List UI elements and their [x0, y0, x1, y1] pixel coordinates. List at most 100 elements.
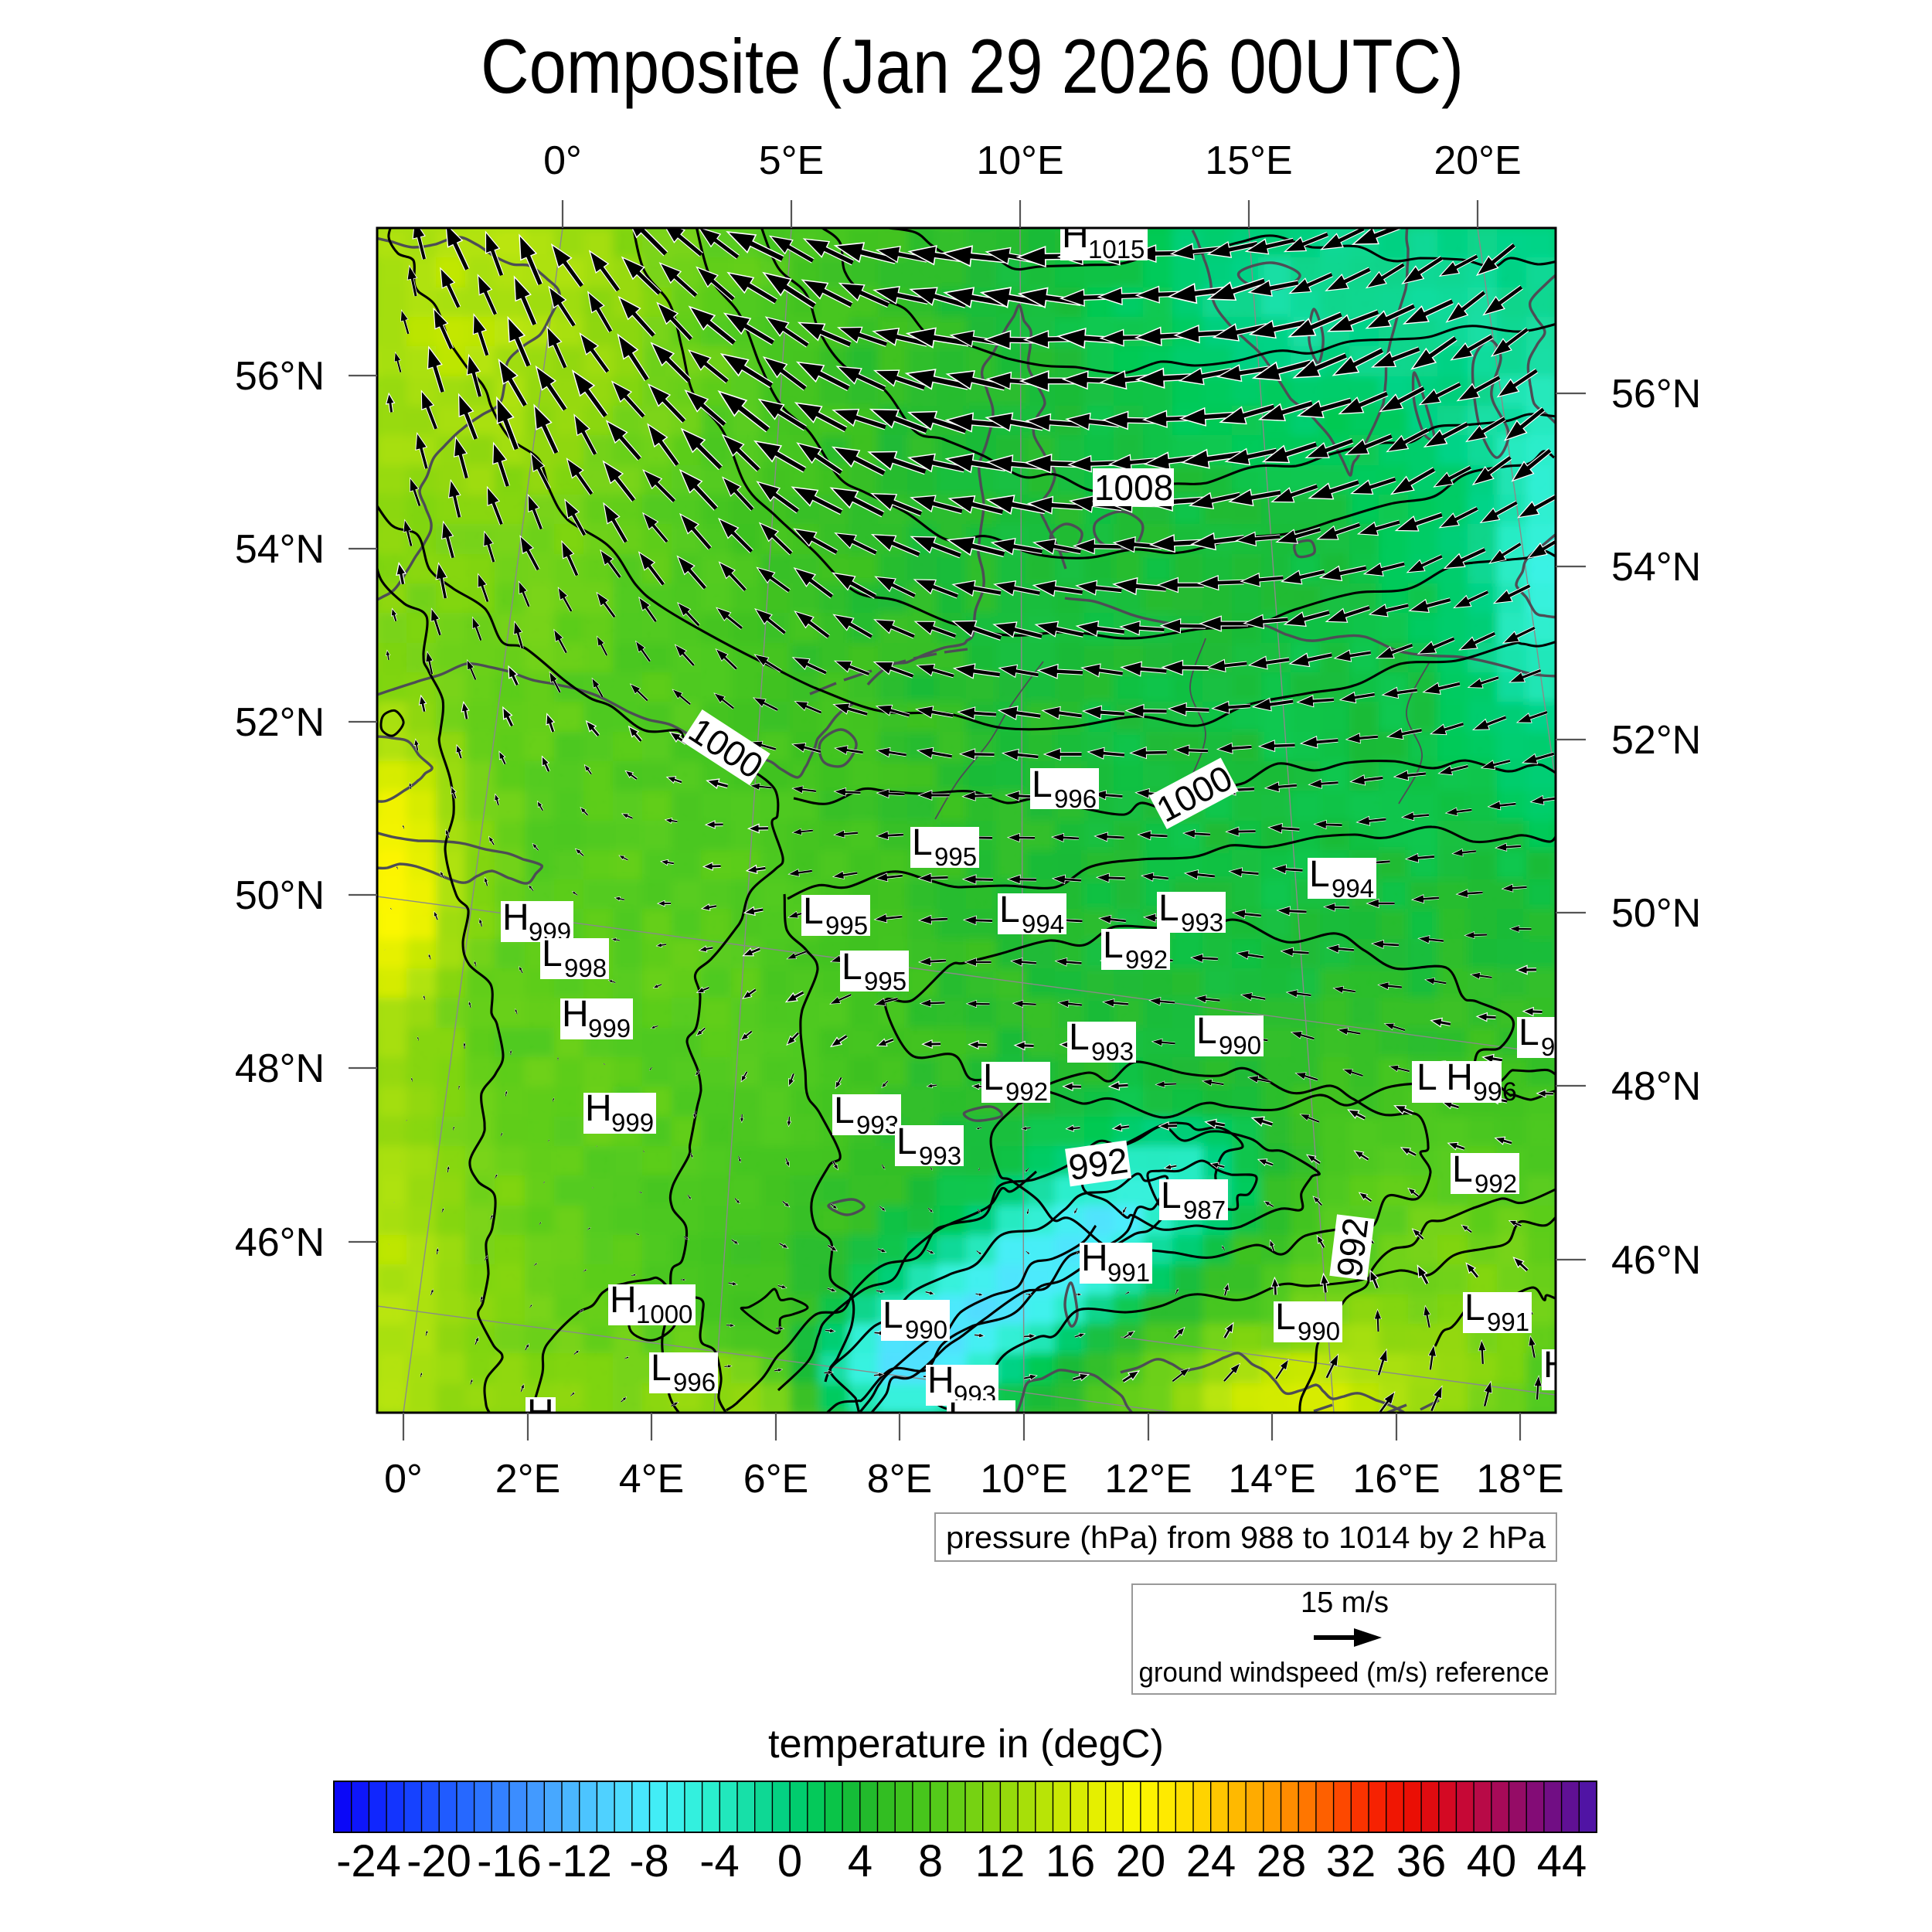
svg-text:H: H [610, 1280, 637, 1321]
svg-text:48°N: 48°N [1611, 1064, 1701, 1109]
svg-text:L H: L H [1417, 1057, 1473, 1098]
svg-text:993: 993 [1091, 1037, 1134, 1066]
svg-text:L: L [1161, 1175, 1182, 1216]
svg-text:H: H [502, 897, 529, 938]
svg-text:0: 0 [777, 1836, 802, 1886]
svg-text:1015: 1015 [1088, 235, 1145, 264]
svg-text:4: 4 [848, 1836, 872, 1886]
svg-text:999: 999 [588, 1014, 631, 1043]
svg-text:996: 996 [1054, 784, 1097, 813]
svg-text:995: 995 [934, 842, 977, 871]
svg-text:L: L [912, 822, 933, 863]
svg-text:46°N: 46°N [1611, 1238, 1701, 1283]
svg-text:6°E: 6°E [743, 1457, 808, 1502]
svg-text:987: 987 [1183, 1196, 1226, 1224]
svg-text:12°E: 12°E [1104, 1457, 1192, 1502]
svg-text:-16: -16 [477, 1836, 542, 1886]
svg-text:50°N: 50°N [235, 873, 325, 918]
svg-text:H: H [1081, 1238, 1108, 1279]
svg-text:992: 992 [1329, 1216, 1376, 1280]
svg-text:L: L [1158, 888, 1179, 929]
svg-text:990: 990 [1298, 1317, 1340, 1345]
svg-text:L: L [834, 1090, 855, 1131]
svg-text:994: 994 [1332, 874, 1374, 903]
svg-text:4°E: 4°E [619, 1457, 684, 1502]
svg-text:993: 993 [856, 1111, 899, 1139]
svg-text:44: 44 [1537, 1836, 1587, 1886]
svg-text:15 m/s: 15 m/s [1301, 1587, 1389, 1619]
svg-text:12: 12 [975, 1836, 1026, 1886]
svg-text:8: 8 [918, 1836, 943, 1886]
svg-text:992: 992 [1066, 1140, 1131, 1188]
svg-text:15°E: 15°E [1205, 138, 1292, 183]
svg-text:-24: -24 [336, 1836, 401, 1886]
svg-text:L: L [542, 934, 563, 975]
svg-text:995: 995 [825, 911, 868, 940]
svg-text:5°E: 5°E [759, 138, 824, 183]
svg-text:1008: 1008 [1094, 468, 1173, 508]
svg-text:996: 996 [673, 1368, 716, 1396]
svg-text:L: L [842, 947, 862, 988]
svg-text:56°N: 56°N [235, 354, 325, 399]
svg-text:52°N: 52°N [235, 700, 325, 745]
svg-text:996: 996 [1473, 1077, 1517, 1107]
svg-text:995: 995 [864, 967, 906, 995]
svg-text:L: L [1069, 1017, 1090, 1058]
svg-text:L: L [1452, 1149, 1473, 1190]
svg-text:18°E: 18°E [1476, 1457, 1563, 1502]
svg-text:993: 993 [1181, 908, 1223, 937]
svg-text:992: 992 [1005, 1077, 1048, 1106]
svg-text:994: 994 [1022, 910, 1064, 938]
svg-text:L: L [1464, 1287, 1485, 1328]
svg-text:L: L [1103, 925, 1124, 966]
svg-text:10°E: 10°E [976, 138, 1063, 183]
svg-text:32: 32 [1326, 1836, 1376, 1886]
svg-text:991: 991 [1107, 1258, 1150, 1287]
svg-text:L: L [651, 1348, 672, 1389]
svg-text:991: 991 [1487, 1308, 1529, 1336]
svg-text:L: L [1032, 764, 1053, 805]
svg-text:pressure (hPa) from 988 to 101: pressure (hPa) from 988 to 1014 by 2 hPa [946, 1521, 1546, 1555]
svg-text:8°E: 8°E [867, 1457, 932, 1502]
svg-text:L: L [999, 889, 1020, 930]
svg-text:L: L [983, 1057, 1004, 1098]
svg-text:20: 20 [1116, 1836, 1166, 1886]
svg-text:56°N: 56°N [1611, 372, 1701, 417]
svg-text:24: 24 [1186, 1836, 1236, 1886]
svg-text:16°E: 16°E [1352, 1457, 1440, 1502]
svg-text:54°N: 54°N [235, 527, 325, 572]
svg-text:50°N: 50°N [1611, 891, 1701, 936]
svg-text:48°N: 48°N [235, 1046, 325, 1091]
svg-text:998: 998 [564, 954, 607, 982]
svg-text:46°N: 46°N [235, 1220, 325, 1265]
svg-text:L: L [883, 1295, 903, 1336]
svg-text:20°E: 20°E [1434, 138, 1521, 183]
svg-text:-12: -12 [547, 1836, 612, 1886]
svg-text:1000: 1000 [636, 1300, 692, 1328]
svg-text:L: L [1196, 1011, 1217, 1052]
svg-text:16: 16 [1046, 1836, 1096, 1886]
svg-text:L: L [803, 891, 824, 932]
svg-text:2°E: 2°E [495, 1457, 560, 1502]
svg-text:L: L [1519, 1012, 1539, 1053]
svg-text:L: L [896, 1121, 917, 1162]
svg-text:0°: 0° [384, 1457, 423, 1502]
svg-text:999: 999 [611, 1108, 654, 1137]
svg-text:52°N: 52°N [1611, 718, 1701, 763]
svg-text:0°: 0° [543, 138, 582, 183]
svg-text:Composite (Jan 29 2026 00UTC): Composite (Jan 29 2026 00UTC) [481, 23, 1464, 109]
svg-text:993: 993 [919, 1141, 961, 1170]
svg-text:ground windspeed (m/s) referen: ground windspeed (m/s) reference [1139, 1656, 1549, 1688]
svg-text:H: H [585, 1088, 612, 1129]
svg-text:H: H [562, 994, 589, 1035]
svg-text:990: 990 [1219, 1031, 1261, 1060]
svg-text:36: 36 [1396, 1836, 1447, 1886]
svg-text:-20: -20 [406, 1836, 471, 1886]
svg-text:40: 40 [1467, 1836, 1517, 1886]
svg-text:990: 990 [905, 1315, 947, 1344]
svg-text:14°E: 14°E [1228, 1457, 1315, 1502]
svg-text:L: L [1309, 854, 1330, 895]
svg-text:10°E: 10°E [980, 1457, 1067, 1502]
svg-text:54°N: 54°N [1611, 545, 1701, 590]
svg-text:-8: -8 [629, 1836, 669, 1886]
